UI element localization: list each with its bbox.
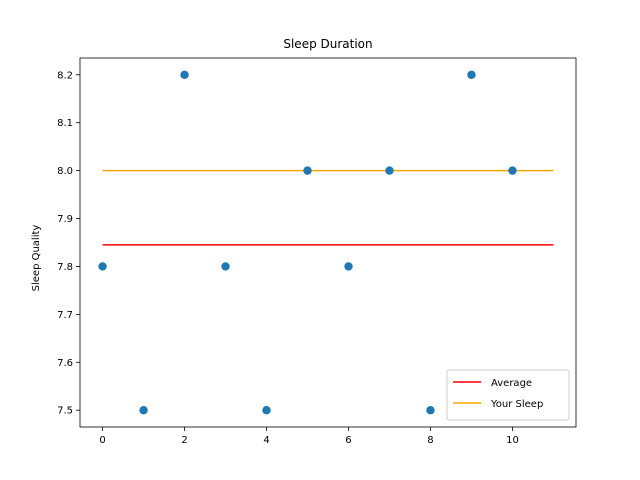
legend: Average Your Sleep <box>446 369 570 421</box>
x-tick-label: 8 <box>427 435 433 446</box>
axes-frame <box>79 57 577 428</box>
y-axis-label: Sleep Quality <box>31 225 42 292</box>
y-tick-label: 7.7 <box>57 310 73 321</box>
y-tick-label: 7.6 <box>57 358 73 369</box>
data-point <box>385 166 394 175</box>
x-tick-label: 0 <box>99 435 105 446</box>
y-tick-label: 8.1 <box>57 118 73 129</box>
x-tick-label: 6 <box>345 435 351 446</box>
y-tick-label: 8.0 <box>57 166 73 177</box>
data-point <box>344 262 353 271</box>
y-tick-label: 7.9 <box>57 214 73 225</box>
data-point <box>221 262 230 271</box>
y-tick-label: 7.5 <box>57 406 73 417</box>
chart-title: Sleep Duration <box>283 37 372 51</box>
x-tick-label: 10 <box>506 435 519 446</box>
legend-label-average: Average <box>491 378 532 389</box>
data-point <box>303 166 312 175</box>
data-point <box>426 406 435 415</box>
x-tick-label: 4 <box>263 435 269 446</box>
y-tick-label: 7.8 <box>57 262 73 273</box>
data-point <box>180 70 189 79</box>
plot-area: 0 2 4 6 8 10 7.5 7.6 7.7 7.8 7.9 8.0 8.1 8.2 <box>57 57 577 446</box>
data-point <box>139 406 148 415</box>
x-tick-label: 2 <box>181 435 187 446</box>
data-point <box>98 262 107 271</box>
legend-label-your-sleep: Your Sleep <box>490 399 543 410</box>
data-point <box>262 406 271 415</box>
y-tick-label: 8.2 <box>57 70 73 81</box>
data-point <box>467 70 476 79</box>
data-point <box>508 166 517 175</box>
